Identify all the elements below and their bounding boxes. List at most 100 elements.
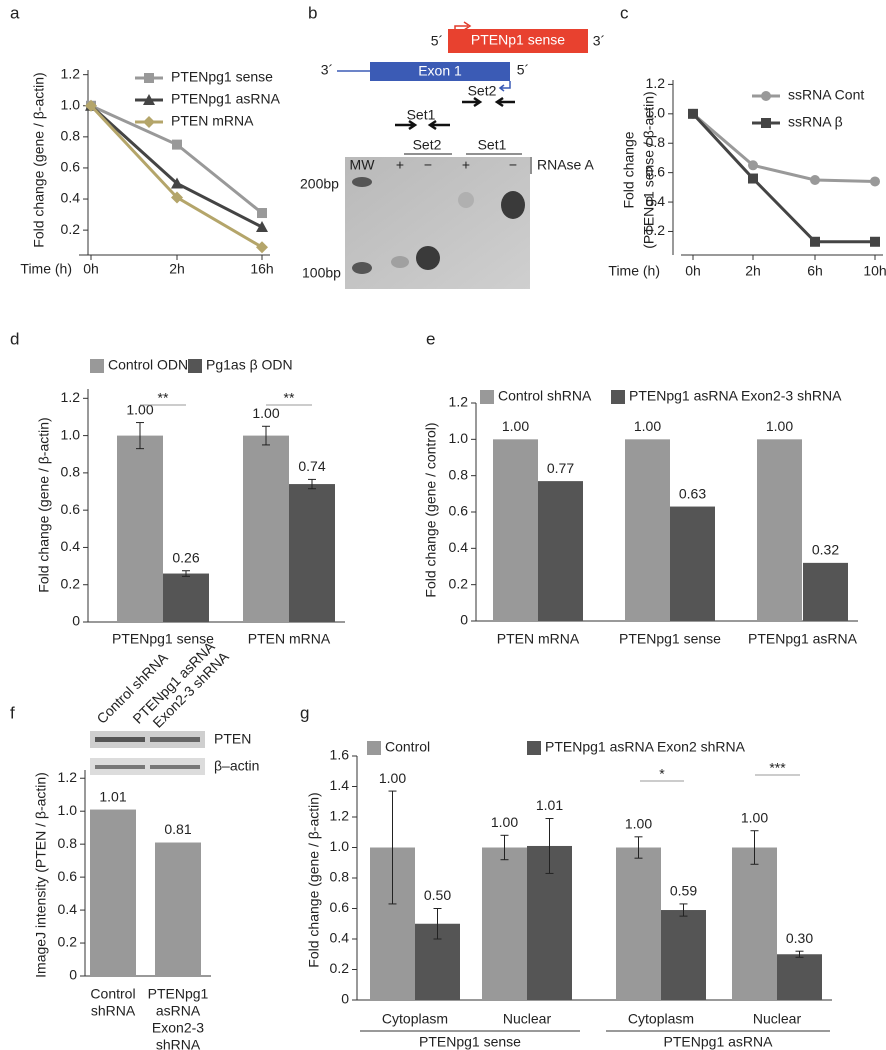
x-tick-label: 16h [250, 261, 273, 277]
y-tick-label: 1.4 [330, 777, 350, 793]
marker [256, 221, 268, 233]
x-tick-label: PTENpg1 [148, 986, 209, 1002]
x-tick-label: Nuclear [753, 1011, 802, 1027]
value-label: 0.77 [547, 460, 574, 476]
treatment-label: RNAse A [537, 157, 594, 173]
band-label: β–actin [214, 758, 259, 774]
lane-label: − [509, 157, 517, 173]
legend-swatch [188, 359, 202, 373]
bar [90, 809, 136, 976]
legend-label: Control shRNA [498, 388, 592, 404]
bar [117, 435, 163, 622]
end-label: 5´ [517, 62, 529, 78]
significance-label: ** [158, 390, 169, 406]
gel-band [458, 192, 474, 208]
marker [85, 99, 97, 112]
significance-label: *** [769, 760, 786, 776]
y-tick-label: 1.6 [330, 747, 350, 763]
y-tick-label: 0 [69, 967, 77, 983]
group-label: PTENpg1 asRNA [664, 1034, 774, 1050]
x-tick-label: 2h [745, 263, 761, 279]
y-tick-label: 0.8 [61, 128, 81, 144]
x-tick-label: Cytoplasm [628, 1011, 694, 1027]
legend-label: PTENpg1 asRNA Exon2 shRNA [545, 739, 746, 755]
bar [289, 484, 335, 622]
bar [803, 562, 848, 621]
blot-strip [90, 758, 205, 775]
lane-group: Set2 [413, 137, 442, 153]
y-tick-label: 1.2 [58, 769, 78, 785]
gel-band [416, 246, 440, 270]
lane-label: + [462, 157, 470, 173]
x-tick-label: PTEN mRNA [497, 631, 580, 647]
value-label: 0.30 [786, 930, 813, 946]
marker [761, 118, 771, 128]
y-tick-label: 0.8 [61, 464, 81, 480]
value-label: 0.50 [424, 887, 451, 903]
legend-label: PTENpg1 asRNA [171, 91, 281, 107]
y-tick-label: 0.8 [330, 869, 350, 885]
sense-label: PTENp1 sense [471, 32, 565, 48]
legend-label: PTENpg1 asRNA Exon2-3 shRNA [629, 388, 842, 404]
gel [345, 157, 530, 289]
x-tick-label: 2h [169, 261, 185, 277]
panel-label: e [426, 329, 435, 348]
primer-label: Set2 [468, 83, 497, 99]
primer-label: Set1 [407, 107, 436, 123]
value-label: 0.81 [164, 821, 191, 837]
x-tick-label: Exon2-3 [152, 1020, 204, 1036]
y-tick-label: 0.6 [330, 899, 350, 915]
gel-band [352, 177, 372, 187]
y-tick-label: 0.6 [449, 503, 469, 519]
x-tick-label: 0h [685, 263, 701, 279]
x-axis-label: Time (h) [608, 263, 660, 279]
y-axis-label: ImageJ intensity (PTEN / β-actin) [33, 772, 49, 978]
legend-label: PTEN mRNA [171, 113, 254, 129]
lane-label: − [424, 157, 432, 173]
legend-swatch [90, 359, 104, 373]
y-tick-label: 0.2 [449, 575, 469, 591]
blot-band [95, 765, 145, 769]
series-line [691, 112, 875, 244]
y-tick-label: 0.4 [646, 193, 666, 209]
blot-band [150, 737, 200, 742]
marker [143, 116, 155, 128]
marker [256, 241, 268, 254]
y-axis-label: Fold change (gene / β-actin) [36, 417, 52, 592]
y-tick-label: 0.8 [646, 134, 666, 150]
marker [171, 177, 183, 189]
y-tick-label: 1.2 [330, 808, 350, 824]
blot-band [95, 737, 145, 742]
y-tick-label: 0.8 [449, 466, 469, 482]
panel-label: a [10, 3, 20, 22]
bar [493, 439, 538, 621]
value-label: 0.26 [172, 549, 199, 565]
y-tick-label: 0.2 [330, 960, 350, 976]
x-tick-label: Nuclear [503, 1011, 552, 1027]
marker [748, 173, 758, 184]
panel-label: d [10, 329, 19, 348]
value-label: 1.00 [252, 405, 279, 421]
legend-swatch [367, 741, 381, 755]
bar [163, 573, 209, 622]
bar [482, 847, 527, 1000]
significance-label: * [659, 766, 665, 782]
marker [870, 176, 880, 187]
panel-b: b PTENp1 sense 5´ 3´ Exon 1 3´ 5´ Set2 S… [300, 3, 605, 289]
x-axis-label: Time (h) [20, 261, 72, 277]
y-tick-label: 1.2 [449, 394, 469, 410]
bar [155, 842, 201, 976]
value-label: 1.00 [126, 401, 153, 417]
legend-swatch [480, 390, 494, 404]
gel-band [352, 262, 372, 274]
legend-swatch [527, 741, 541, 755]
series-line [692, 112, 876, 183]
y-tick-label: 1.0 [61, 96, 81, 112]
bar [538, 481, 583, 621]
bar [243, 435, 289, 622]
y-tick-label: 0.6 [61, 501, 81, 517]
y-axis-label: Fold change (gene / β-actin) [306, 792, 322, 967]
bar [661, 910, 706, 1000]
value-label: 0.59 [670, 883, 697, 899]
